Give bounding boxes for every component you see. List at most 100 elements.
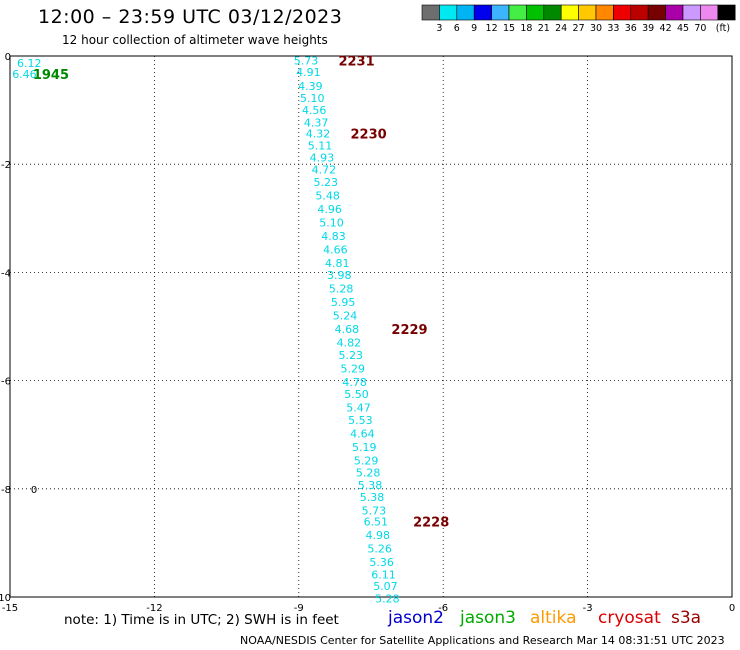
x-tick-label: -6 — [438, 603, 448, 614]
swh-data-point: 5.48 — [315, 190, 340, 203]
colorbar-swatch — [543, 4, 562, 21]
swh-data-point: 5.23 — [339, 349, 364, 362]
swh-data-point: 5.73 — [362, 504, 387, 517]
colorbar-tick-label: 18 — [520, 23, 532, 34]
chart-axes — [9, 55, 733, 598]
colorbar-tick-label: 36 — [625, 23, 637, 34]
y-tick-label: 0 — [5, 52, 11, 63]
swh-data-point: 4.64 — [350, 428, 375, 441]
swh-data-point: 6.12 — [17, 57, 42, 70]
swh-data-point: 4.96 — [317, 203, 342, 216]
satellite-label-cryosat: cryosat — [598, 608, 661, 628]
swh-data-point: 5.24 — [333, 310, 358, 323]
swh-data-point: 5.28 — [375, 593, 400, 606]
x-tick-label: -12 — [146, 603, 162, 614]
colorbar-tick-label: 39 — [642, 23, 654, 34]
swh-data-point: 3.98 — [327, 269, 352, 282]
colorbar-tick-label: 27 — [573, 23, 585, 34]
swh-data-point: 5.29 — [354, 455, 379, 468]
swh-data-point: 5.28 — [356, 467, 381, 480]
swh-data-point: 5.47 — [346, 402, 371, 415]
colorbar-tick-label: 3 — [436, 23, 442, 34]
colorbar-tick-label: 6 — [454, 23, 460, 34]
swh-data-point: 5.38 — [358, 479, 383, 492]
satellite-label-jason3: jason3 — [460, 608, 516, 628]
swh-data-point: 4.56 — [302, 104, 327, 117]
colorbar-swatch — [630, 4, 649, 21]
y-tick-label: -8 — [1, 485, 11, 496]
satellite-label-jason2: jason2 — [388, 608, 444, 628]
colorbar-swatch — [700, 4, 719, 21]
swh-data-point: 5.11 — [308, 139, 333, 152]
satellite-label-s3a: s3a — [671, 608, 702, 628]
swh-data-point: 5.38 — [360, 491, 385, 504]
time-label: 1945 — [33, 68, 69, 83]
swh-data-point: 4.39 — [298, 80, 323, 93]
colorbar-legend: 3 6 9 12 15 18 21 24 27 30 33 36 39 42 45 70 (ft) — [421, 4, 736, 34]
y-tick-label: -2 — [1, 160, 11, 171]
credit-line: NOAA/NESDIS Center for Satellite Applica… — [240, 634, 725, 647]
swh-data-point: 4.93 — [310, 152, 335, 165]
colorbar-swatch — [647, 4, 666, 21]
colorbar-swatch — [613, 4, 632, 21]
colorbar-swatch — [682, 4, 701, 21]
colorbar-swatch — [473, 4, 492, 21]
x-tick-label: -15 — [2, 603, 18, 614]
swh-data-point: 4.78 — [342, 376, 367, 389]
time-label: 2230 — [350, 127, 386, 142]
swh-data-point: 4.32 — [306, 127, 331, 140]
colorbar-swatch — [491, 4, 510, 21]
swh-data-point: 5.95 — [331, 296, 356, 309]
colorbar-tick-label: 30 — [590, 23, 602, 34]
plot-frame — [9, 55, 733, 598]
swh-data-point: 4.82 — [337, 337, 362, 350]
swh-data-point: 4.68 — [335, 323, 360, 336]
colorbar-tick-label: 12 — [486, 23, 498, 34]
satellite-label-altika: altika — [530, 608, 577, 628]
tick-labels: -15 -12 -9 -6 -3 0 0 -2 -4 -6 -8 -10 — [0, 52, 735, 614]
swh-data-point: 4.66 — [323, 244, 348, 257]
colorbar-tick-label: 42 — [660, 23, 672, 34]
colorbar-swatch — [439, 4, 458, 21]
colorbar-swatch — [595, 4, 614, 21]
colorbar-swatch — [717, 4, 736, 21]
y-tick-label: -10 — [0, 593, 11, 604]
colorbar-swatch — [665, 4, 684, 21]
colorbar-swatch — [421, 4, 440, 21]
swh-data-point: 5.26 — [367, 542, 392, 555]
colorbar-tick-label: 70 — [694, 23, 706, 34]
swh-data-point: 4.81 — [325, 257, 350, 270]
x-tick-label: -3 — [583, 603, 593, 614]
swh-data-point: 5.10 — [300, 92, 325, 105]
swh-data-point: 5.73 — [294, 54, 319, 67]
track-marker: 0 — [31, 485, 37, 496]
colorbar-unit-label: (ft) — [716, 23, 730, 34]
time-label: 2229 — [391, 323, 427, 338]
swh-data-point: 6.51 — [364, 515, 389, 528]
colorbar-tick-label: 45 — [677, 23, 689, 34]
chart-grid — [10, 56, 732, 597]
colorbar-tick-label: 33 — [607, 23, 619, 34]
footnote: note: 1) Time is in UTC; 2) SWH is in fe… — [64, 612, 339, 628]
swh-data-point: 5.19 — [352, 441, 377, 454]
colorbar-tick-label: 15 — [503, 23, 515, 34]
x-tick-label: -9 — [294, 603, 304, 614]
swh-data-point: 5.53 — [348, 414, 373, 427]
swh-data-point: 4.72 — [312, 164, 337, 177]
colorbar-tick-label: 24 — [555, 23, 567, 34]
swh-data-point: 6.46 — [12, 68, 37, 81]
swh-data-point: 6.11 — [371, 568, 396, 581]
swh-data-point: 4.83 — [321, 230, 346, 243]
page-subtitle: 12 hour collection of altimeter wave hei… — [62, 33, 328, 47]
colorbar-swatch — [560, 4, 579, 21]
swh-data-point: 4.91 — [296, 66, 321, 79]
x-tick-label: 0 — [729, 603, 735, 614]
y-tick-label: -6 — [1, 377, 11, 388]
colorbar-swatch — [456, 4, 475, 21]
time-label: 2228 — [413, 515, 449, 530]
time-labels: 1945 2231 2230 2229 2228 0 — [31, 54, 449, 530]
swh-data-point: 5.36 — [369, 556, 394, 569]
page-title: 12:00 – 23:59 UTC 03/12/2023 — [38, 6, 343, 28]
swh-data-point: 5.50 — [344, 388, 369, 401]
